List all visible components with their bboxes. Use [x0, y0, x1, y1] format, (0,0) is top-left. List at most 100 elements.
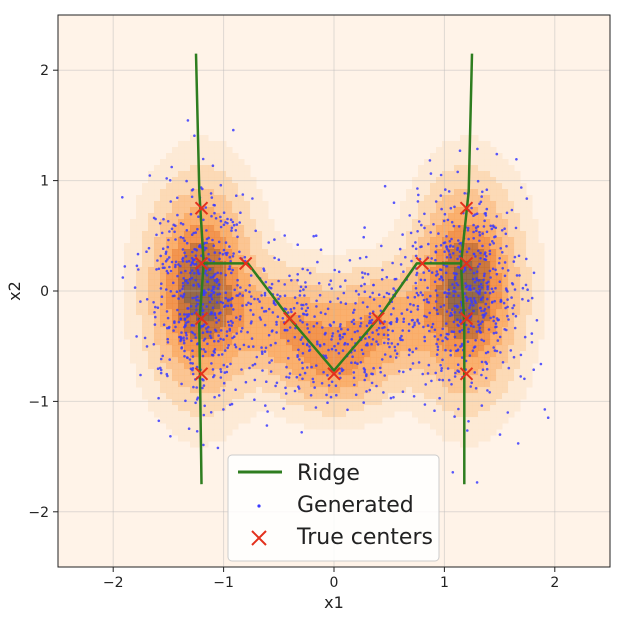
density-cell — [268, 405, 275, 412]
density-cell — [448, 375, 455, 382]
density-cell — [478, 207, 485, 214]
density-cell — [250, 369, 257, 376]
density-cell — [214, 267, 221, 274]
density-cell — [160, 273, 167, 280]
generated-point — [501, 267, 505, 270]
density-cell — [418, 387, 425, 394]
density-cell — [256, 261, 263, 268]
density-cell — [436, 195, 443, 202]
density-cell — [328, 387, 335, 394]
density-cell — [160, 417, 167, 424]
density-cell — [346, 327, 353, 334]
generated-point — [214, 217, 218, 220]
generated-point — [484, 251, 487, 254]
density-cell — [490, 297, 497, 304]
density-cell — [472, 351, 479, 358]
density-cell — [526, 261, 533, 268]
density-cell — [490, 291, 497, 298]
density-cell — [280, 333, 287, 340]
density-cell — [172, 273, 179, 280]
generated-point — [521, 297, 524, 301]
density-cell — [328, 273, 335, 280]
density-cell — [202, 225, 209, 232]
generated-point — [416, 308, 420, 311]
generated-point — [155, 233, 158, 237]
generated-point — [211, 238, 214, 242]
generated-point — [450, 383, 453, 386]
generated-point — [441, 378, 445, 382]
density-cell — [238, 387, 245, 394]
generated-point — [178, 313, 182, 316]
density-cell — [538, 249, 545, 256]
density-cell — [352, 297, 359, 304]
density-cell — [532, 231, 539, 238]
generated-point — [494, 268, 497, 272]
density-cell — [166, 321, 173, 328]
generated-point — [274, 384, 277, 388]
generated-point — [161, 266, 165, 270]
density-cell — [418, 357, 425, 364]
density-cell — [184, 141, 191, 148]
generated-point — [205, 274, 209, 277]
generated-point — [185, 337, 189, 340]
generated-point — [399, 338, 402, 342]
density-cell — [244, 339, 251, 346]
density-cell — [472, 399, 479, 406]
generated-point — [478, 233, 482, 237]
density-cell — [484, 303, 491, 310]
generated-point — [190, 269, 194, 272]
density-cell — [346, 381, 353, 388]
density-cell — [538, 297, 545, 304]
generated-point — [210, 311, 213, 314]
density-cell — [346, 303, 353, 310]
density-cell — [220, 213, 227, 220]
density-cell — [406, 399, 413, 406]
density-cell — [358, 405, 365, 412]
generated-point — [236, 278, 239, 282]
generated-point — [485, 188, 489, 191]
generated-point — [162, 217, 165, 221]
y-tick-label: −2 — [28, 505, 49, 521]
generated-point — [283, 234, 287, 237]
generated-point — [227, 323, 231, 327]
density-cell — [514, 387, 521, 394]
density-cell — [262, 261, 269, 268]
density-cell — [490, 315, 497, 322]
density-cell — [244, 405, 251, 412]
density-cell — [250, 249, 257, 256]
generated-point — [213, 395, 216, 399]
density-cell — [442, 267, 449, 274]
generated-point — [407, 353, 411, 357]
density-cell — [502, 309, 509, 316]
density-cell — [418, 303, 425, 310]
density-cell — [130, 333, 137, 340]
density-cell — [196, 429, 203, 436]
density-cell — [202, 357, 209, 364]
generated-point — [185, 179, 188, 183]
generated-point — [194, 254, 198, 257]
generated-point — [189, 305, 193, 308]
density-cell — [142, 237, 149, 244]
density-cell — [208, 243, 215, 250]
generated-point — [428, 159, 432, 162]
generated-point — [421, 293, 424, 297]
generated-point — [222, 211, 226, 214]
density-cell — [406, 285, 413, 292]
generated-point — [447, 249, 451, 253]
density-cell — [508, 231, 515, 238]
generated-point — [306, 327, 310, 330]
generated-point — [310, 365, 313, 369]
density-cell — [364, 405, 371, 412]
generated-point — [431, 322, 435, 326]
density-cell — [412, 333, 419, 340]
density-cell — [304, 339, 311, 346]
generated-point — [447, 190, 451, 193]
generated-point — [446, 337, 449, 341]
density-cell — [334, 255, 341, 262]
density-cell — [160, 171, 167, 178]
density-cell — [508, 327, 515, 334]
generated-point — [301, 321, 304, 324]
generated-point — [293, 296, 297, 299]
density-cell — [226, 387, 233, 394]
generated-point — [304, 285, 308, 289]
